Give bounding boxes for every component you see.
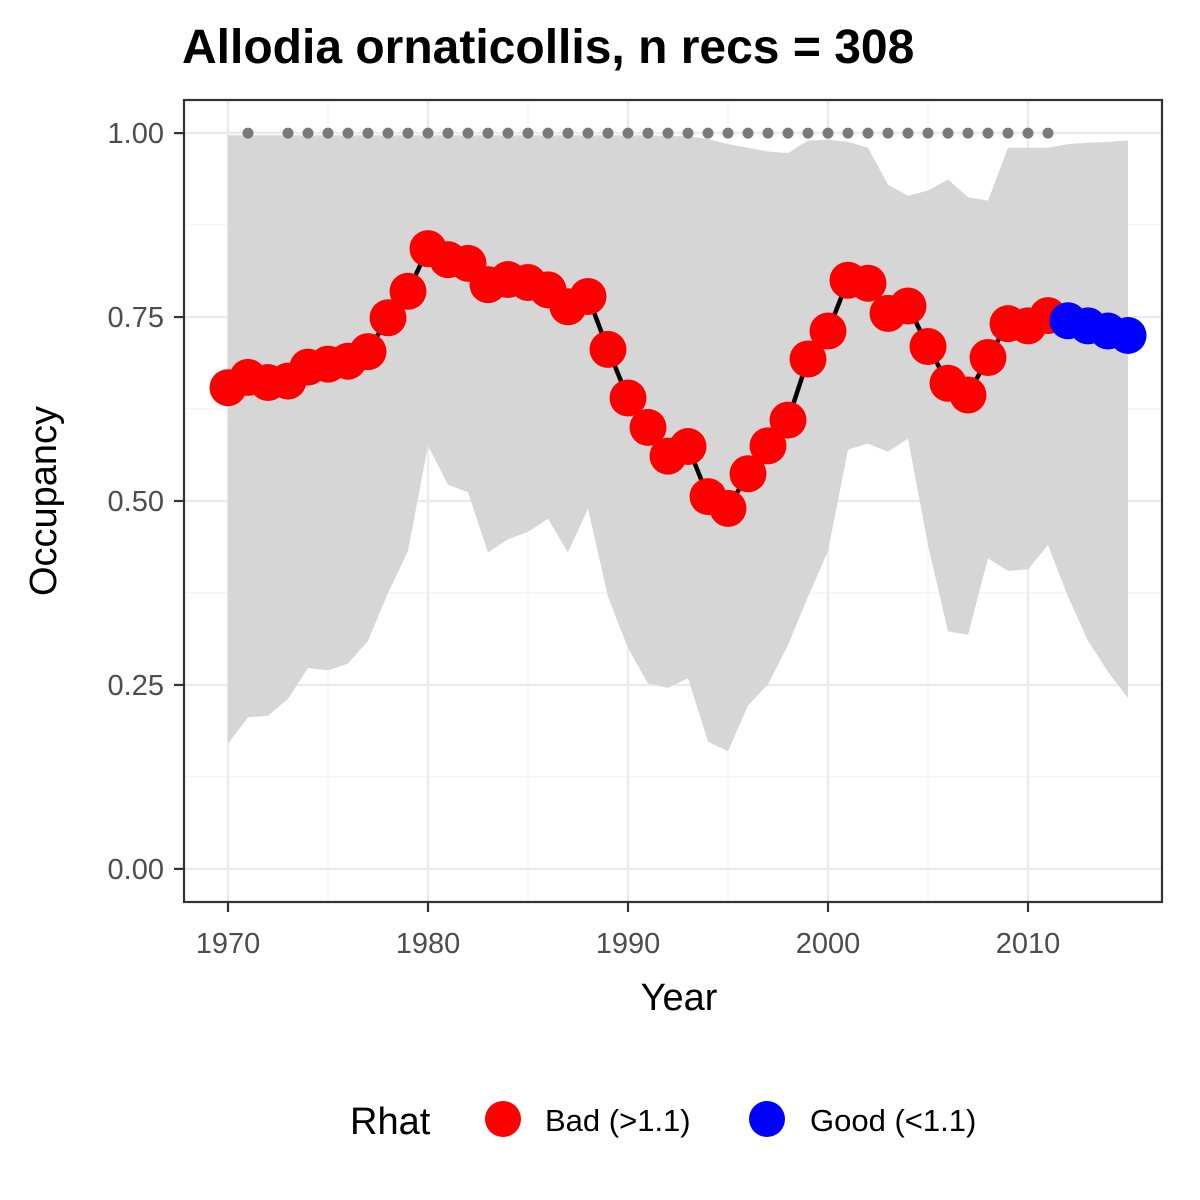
record-year-marker bbox=[842, 127, 854, 139]
legend-label-good: Good (<1.1) bbox=[810, 1103, 976, 1138]
y-tick-label: 0.50 bbox=[108, 486, 164, 518]
record-year-marker bbox=[862, 127, 874, 139]
record-year-marker bbox=[442, 127, 454, 139]
occupancy-point-bad bbox=[369, 299, 407, 337]
x-tick-label: 2010 bbox=[996, 928, 1061, 960]
record-year-marker bbox=[702, 127, 714, 139]
y-axis: 0.00 0.25 0.50 0.75 1.00 bbox=[108, 118, 184, 886]
record-year-marker bbox=[782, 127, 794, 139]
chart-title: Allodia ornaticollis, n recs = 308 bbox=[182, 21, 914, 74]
occupancy-point-bad bbox=[629, 408, 667, 446]
record-year-marker bbox=[802, 127, 814, 139]
legend: Rhat Bad (>1.1) Good (<1.1) bbox=[350, 1101, 976, 1143]
record-year-marker bbox=[822, 127, 834, 139]
occupancy-point-bad bbox=[889, 287, 927, 325]
occupancy-point-bad bbox=[349, 333, 387, 371]
record-year-marker bbox=[742, 127, 754, 139]
record-year-marker bbox=[382, 127, 394, 139]
occupancy-point-bad bbox=[709, 489, 747, 527]
occupancy-point-bad bbox=[669, 428, 707, 466]
y-tick-label: 0.75 bbox=[108, 302, 164, 334]
y-tick-label: 1.00 bbox=[108, 118, 164, 150]
legend-label-bad: Bad (>1.1) bbox=[545, 1103, 691, 1138]
record-year-marker bbox=[762, 127, 774, 139]
record-year-marker bbox=[302, 127, 314, 139]
record-year-marker bbox=[942, 127, 954, 139]
record-year-marker bbox=[502, 127, 514, 139]
record-year-marker bbox=[882, 127, 894, 139]
occupancy-point-bad bbox=[949, 376, 987, 414]
occupancy-point-bad bbox=[589, 330, 627, 368]
x-tick-label: 1990 bbox=[596, 928, 661, 960]
occupancy-point-bad bbox=[909, 327, 947, 365]
record-year-marker bbox=[602, 127, 614, 139]
occupancy-point-bad bbox=[849, 264, 887, 302]
record-year-marker bbox=[682, 127, 694, 139]
record-year-marker bbox=[522, 127, 534, 139]
x-tick-label: 1970 bbox=[196, 928, 261, 960]
record-year-marker bbox=[362, 127, 374, 139]
occupancy-point-bad bbox=[729, 455, 767, 493]
x-tick-label: 1980 bbox=[396, 928, 461, 960]
records-layer bbox=[242, 127, 1054, 139]
record-year-marker bbox=[242, 127, 254, 139]
x-axis-title: Year bbox=[641, 977, 718, 1019]
y-tick-label: 0.25 bbox=[108, 670, 164, 702]
occupancy-points-layer bbox=[209, 230, 1147, 527]
record-year-marker bbox=[462, 127, 474, 139]
record-year-marker bbox=[402, 127, 414, 139]
record-year-marker bbox=[282, 127, 294, 139]
record-year-marker bbox=[1002, 127, 1014, 139]
y-axis-title: Occupancy bbox=[23, 406, 65, 596]
y-tick-label: 0.00 bbox=[108, 854, 164, 886]
record-year-marker bbox=[922, 127, 934, 139]
record-year-marker bbox=[1022, 127, 1034, 139]
record-year-marker bbox=[542, 127, 554, 139]
record-year-marker bbox=[1042, 127, 1054, 139]
record-year-marker bbox=[622, 127, 634, 139]
occupancy-point-bad bbox=[809, 312, 847, 350]
record-year-marker bbox=[662, 127, 674, 139]
record-year-marker bbox=[982, 127, 994, 139]
record-year-marker bbox=[562, 127, 574, 139]
occupancy-point-bad bbox=[769, 401, 807, 439]
legend-key-good bbox=[749, 1101, 785, 1137]
legend-title: Rhat bbox=[350, 1101, 431, 1143]
x-axis: 1970 1980 1990 2000 2010 bbox=[196, 902, 1061, 960]
record-year-marker bbox=[722, 127, 734, 139]
record-year-marker bbox=[322, 127, 334, 139]
occupancy-point-bad bbox=[969, 339, 1007, 377]
plot-panel bbox=[182, 98, 1164, 904]
occupancy-point-bad bbox=[749, 427, 787, 465]
occupancy-point-bad bbox=[569, 277, 607, 315]
occupancy-point-bad bbox=[389, 272, 427, 310]
record-year-marker bbox=[902, 127, 914, 139]
x-tick-label: 2000 bbox=[796, 928, 861, 960]
record-year-marker bbox=[642, 127, 654, 139]
record-year-marker bbox=[482, 127, 494, 139]
occupancy-point-bad bbox=[609, 379, 647, 417]
occupancy-point-bad bbox=[789, 340, 827, 378]
record-year-marker bbox=[582, 127, 594, 139]
record-year-marker bbox=[422, 127, 434, 139]
legend-key-bad bbox=[485, 1101, 521, 1137]
record-year-marker bbox=[342, 127, 354, 139]
occupancy-point-good bbox=[1109, 316, 1147, 354]
record-year-marker bbox=[962, 127, 974, 139]
